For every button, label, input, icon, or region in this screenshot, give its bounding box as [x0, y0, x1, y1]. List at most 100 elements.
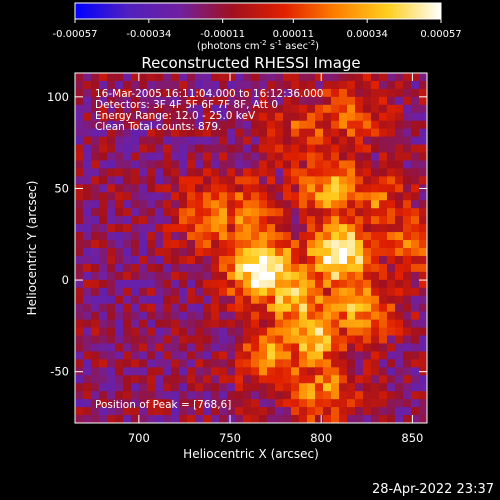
heatmap-cell: [179, 319, 188, 329]
heatmap-cell: [411, 311, 420, 321]
heatmap-cell: [211, 200, 220, 209]
heatmap-cell: [123, 224, 132, 233]
heatmap-cell: [307, 391, 316, 400]
heatmap-cell: [371, 232, 380, 241]
heatmap-cell: [147, 96, 156, 106]
heatmap-cell: [251, 391, 260, 400]
heatmap-cell: [411, 263, 420, 273]
heatmap-cell: [139, 176, 148, 185]
heatmap-cell: [195, 399, 204, 408]
heatmap-cell: [187, 415, 196, 423]
heatmap-cell: [75, 176, 84, 185]
heatmap-cell: [115, 279, 124, 289]
heatmap-cell: [299, 232, 308, 241]
heatmap-cell: [131, 263, 140, 273]
heatmap-cell: [147, 311, 156, 321]
heatmap-cell: [371, 200, 380, 209]
heatmap-cell: [171, 335, 180, 345]
heatmap-cell: [227, 224, 236, 233]
heatmap-cell: [163, 327, 172, 337]
heatmap-cell: [243, 263, 252, 273]
heatmap-cell: [115, 152, 124, 162]
heatmap-cell: [259, 248, 268, 257]
heatmap-cell: [171, 391, 180, 400]
heatmap-cell: [371, 303, 380, 313]
heatmap-cell: [403, 136, 412, 146]
heatmap-cell: [275, 279, 284, 289]
heatmap-cell: [203, 263, 212, 273]
heatmap-cell: [235, 279, 244, 289]
heatmap-cell: [147, 391, 156, 400]
heatmap-cell: [203, 383, 212, 392]
heatmap-cell: [115, 144, 124, 154]
heatmap-cell: [139, 263, 148, 273]
heatmap-cell: [147, 295, 156, 305]
heatmap-cell: [115, 351, 124, 360]
heatmap-cell: [275, 184, 284, 193]
heatmap-cell: [403, 295, 412, 305]
heatmap-cell: [299, 399, 308, 408]
heatmap-cell: [331, 216, 340, 225]
heatmap-cell: [355, 311, 364, 321]
heatmap-cell: [291, 128, 300, 138]
heatmap-cell: [339, 240, 348, 249]
heatmap-cell: [155, 271, 164, 281]
heatmap-cell: [355, 232, 364, 241]
heatmap-cell: [315, 160, 324, 170]
heatmap-cell: [163, 263, 172, 273]
heatmap-cell: [91, 319, 100, 329]
heatmap-cell: [203, 271, 212, 281]
heatmap-cell: [259, 359, 268, 368]
heatmap-cell: [315, 232, 324, 241]
heatmap-cell: [235, 168, 244, 177]
heatmap-cell: [323, 88, 332, 98]
heatmap-cell: [299, 343, 308, 352]
heatmap-cell: [195, 415, 204, 423]
heatmap-cell: [267, 279, 276, 289]
heatmap-cell: [283, 375, 292, 384]
heatmap-cell: [99, 399, 108, 408]
heatmap-cell: [291, 295, 300, 305]
heatmap-cell: [411, 184, 420, 193]
heatmap-cell: [219, 271, 228, 281]
heatmap-cell: [147, 73, 156, 82]
heatmap-cell: [139, 367, 148, 376]
heatmap-cell: [235, 359, 244, 368]
heatmap-cell: [235, 200, 244, 209]
heatmap-cell: [195, 128, 204, 138]
heatmap-cell: [331, 335, 340, 345]
annotation-time-range: 16-Mar-2005 16:11:04.000 to 16:12:36.000: [95, 88, 323, 100]
heatmap-cell: [259, 200, 268, 209]
heatmap-cell: [403, 73, 412, 82]
heatmap-cell: [283, 335, 292, 345]
heatmap-cell: [283, 415, 292, 423]
heatmap-cell: [355, 120, 364, 130]
heatmap-cell: [171, 184, 180, 193]
heatmap-cell: [243, 144, 252, 154]
heatmap-cell: [107, 391, 116, 400]
heatmap-cell: [139, 80, 148, 90]
heatmap-cell: [331, 160, 340, 170]
heatmap-cell: [211, 144, 220, 154]
heatmap-cell: [275, 271, 284, 281]
heatmap-cell: [99, 351, 108, 360]
heatmap-cell: [171, 415, 180, 423]
heatmap-cell: [227, 327, 236, 337]
heatmap-cell: [411, 287, 420, 297]
heatmap-cell: [403, 383, 412, 392]
heatmap-cell: [155, 120, 164, 130]
heatmap-cell: [195, 391, 204, 400]
heatmap-cell: [251, 255, 260, 265]
heatmap-cell: [363, 128, 372, 138]
heatmap-cell: [91, 200, 100, 209]
heatmap-cell: [371, 263, 380, 273]
heatmap-cell: [379, 120, 388, 130]
heatmap-cell: [379, 184, 388, 193]
heatmap-cell: [363, 279, 372, 289]
heatmap-cell: [259, 216, 268, 225]
heatmap-cell: [179, 176, 188, 185]
x-tick-label: 700: [128, 431, 150, 445]
heatmap-cell: [323, 327, 332, 337]
heatmap-cell: [307, 73, 316, 82]
heatmap-cell: [107, 399, 116, 408]
